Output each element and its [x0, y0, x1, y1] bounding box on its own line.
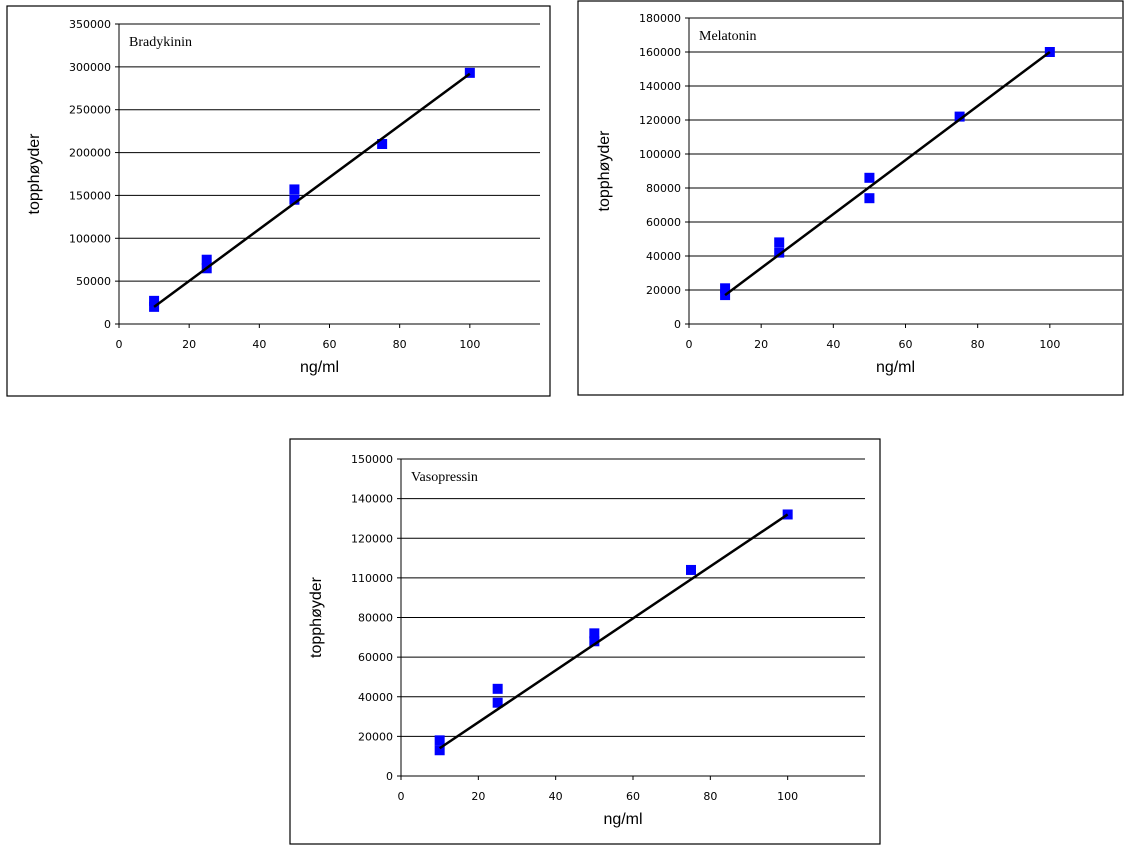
data-point: [492, 683, 503, 694]
data-point: [434, 735, 445, 746]
data-point: [201, 254, 212, 265]
y-tick-label: 120000: [639, 114, 681, 127]
x-tick-label: 40: [826, 338, 840, 351]
y-tick-label: 200000: [69, 147, 111, 160]
y-axis-label: topphøyder: [26, 133, 43, 215]
y-axis-label: topphøyder: [308, 576, 325, 658]
data-point: [377, 139, 388, 149]
y-tick-label: 150000: [69, 189, 111, 202]
chart-title: Vasopressin: [411, 470, 478, 485]
data-point: [589, 628, 600, 639]
y-tick-label: 60000: [358, 651, 393, 664]
x-tick-label: 100: [1039, 338, 1060, 351]
data-point: [464, 67, 475, 78]
data-point: [434, 745, 445, 756]
x-tick-label: 20: [182, 338, 196, 351]
data-point: [864, 193, 875, 204]
y-tick-label: 100000: [69, 232, 111, 245]
y-tick-label: 40000: [358, 691, 393, 704]
x-axis-label: ng/ml: [876, 359, 915, 376]
x-tick-label: 80: [703, 790, 717, 803]
y-tick-label: 80000: [646, 182, 681, 195]
y-tick-label: 120000: [351, 532, 393, 545]
x-tick-label: 40: [252, 338, 266, 351]
data-point: [774, 247, 785, 258]
y-tick-label: 110000: [351, 572, 393, 585]
x-axis-label: ng/ml: [300, 359, 339, 376]
data-point: [954, 111, 965, 122]
y-tick-label: 180000: [639, 12, 681, 25]
trend-line: [724, 50, 1051, 297]
y-tick-label: 250000: [69, 104, 111, 117]
chart-title: Melatonin: [699, 29, 757, 44]
x-tick-label: 100: [459, 338, 480, 351]
data-point: [864, 172, 875, 183]
x-tick-label: 20: [754, 338, 768, 351]
x-axis-label: ng/ml: [603, 811, 642, 828]
x-tick-label: 60: [899, 338, 913, 351]
y-tick-label: 350000: [69, 18, 111, 31]
y-tick-label: 20000: [358, 730, 393, 743]
y-tick-label: 0: [674, 318, 681, 331]
x-tick-label: 0: [116, 338, 123, 351]
trend-line: [153, 72, 471, 308]
x-tick-label: 100: [777, 790, 798, 803]
y-axis-label: topphøyder: [596, 130, 613, 212]
x-tick-label: 80: [971, 338, 985, 351]
x-tick-label: 80: [393, 338, 407, 351]
x-tick-label: 60: [626, 790, 640, 803]
data-point: [686, 564, 696, 575]
y-tick-label: 0: [104, 318, 111, 331]
data-point: [492, 697, 503, 708]
chart-frame: [6, 5, 551, 397]
y-tick-label: 40000: [646, 250, 681, 263]
y-tick-label: 100000: [639, 148, 681, 161]
x-tick-label: 0: [686, 338, 693, 351]
y-tick-label: 300000: [69, 61, 111, 74]
chart-title: Bradykinin: [129, 35, 192, 50]
y-tick-label: 60000: [646, 216, 681, 229]
data-point: [149, 295, 160, 306]
trend-line: [438, 513, 789, 750]
y-tick-label: 140000: [351, 493, 393, 506]
x-tick-label: 40: [549, 790, 563, 803]
y-tick-label: 50000: [76, 275, 111, 288]
y-tick-label: 160000: [639, 46, 681, 59]
y-tick-label: 150000: [351, 453, 393, 466]
chart-frame: [577, 0, 1124, 396]
y-tick-label: 0: [386, 770, 393, 783]
y-tick-label: 20000: [646, 284, 681, 297]
x-tick-label: 60: [323, 338, 337, 351]
x-tick-label: 20: [471, 790, 485, 803]
data-point: [589, 636, 600, 647]
x-tick-label: 0: [398, 790, 405, 803]
y-tick-label: 140000: [639, 80, 681, 93]
data-point: [720, 283, 731, 294]
chart-frame: [289, 438, 881, 845]
data-point: [289, 194, 300, 205]
data-point: [774, 237, 785, 248]
y-tick-label: 80000: [358, 612, 393, 625]
data-point: [289, 184, 300, 195]
